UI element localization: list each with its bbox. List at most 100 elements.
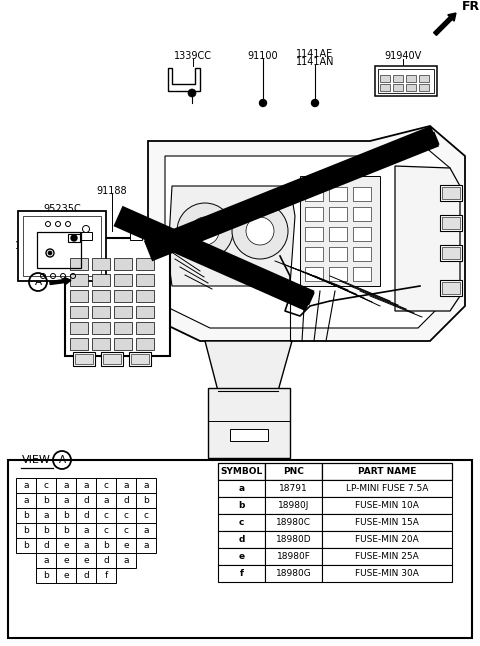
- Bar: [442, 187, 460, 199]
- Text: d: d: [123, 496, 129, 505]
- Bar: [56, 478, 76, 493]
- Circle shape: [48, 251, 52, 255]
- Bar: [136, 338, 154, 350]
- Bar: [230, 429, 268, 441]
- Bar: [265, 480, 322, 497]
- Bar: [114, 338, 132, 350]
- Bar: [440, 280, 462, 296]
- Text: SYMBOL: SYMBOL: [220, 467, 263, 476]
- Text: 18980G: 18980G: [276, 569, 312, 578]
- Bar: [131, 354, 149, 364]
- Bar: [70, 338, 88, 350]
- Text: f: f: [104, 571, 108, 580]
- Text: a: a: [123, 481, 129, 490]
- Bar: [136, 523, 156, 538]
- Text: b: b: [143, 496, 149, 505]
- Text: b: b: [103, 541, 109, 550]
- Text: b: b: [43, 571, 49, 580]
- Text: c: c: [239, 518, 244, 527]
- Text: FUSE-MIN 10A: FUSE-MIN 10A: [355, 501, 419, 510]
- Bar: [136, 538, 156, 553]
- Text: c: c: [104, 511, 108, 520]
- Bar: [92, 322, 110, 334]
- FancyArrow shape: [433, 13, 456, 36]
- Bar: [406, 75, 416, 82]
- Bar: [114, 322, 132, 334]
- Bar: [136, 306, 154, 318]
- Bar: [265, 463, 322, 480]
- Bar: [96, 568, 116, 583]
- Bar: [96, 553, 116, 568]
- Text: a: a: [143, 541, 149, 550]
- Polygon shape: [168, 68, 200, 91]
- Bar: [36, 568, 56, 583]
- Bar: [114, 258, 132, 270]
- Text: d: d: [83, 511, 89, 520]
- Bar: [76, 508, 96, 523]
- Bar: [96, 493, 116, 508]
- Bar: [440, 245, 462, 261]
- Bar: [103, 354, 121, 364]
- Circle shape: [151, 235, 157, 241]
- Text: a: a: [43, 511, 49, 520]
- Bar: [218, 480, 265, 497]
- Bar: [92, 290, 110, 302]
- Bar: [8, 460, 472, 638]
- Bar: [114, 306, 132, 318]
- Bar: [80, 232, 92, 240]
- Bar: [265, 514, 322, 531]
- Text: 18791: 18791: [279, 484, 308, 493]
- Bar: [322, 497, 452, 514]
- Text: c: c: [123, 526, 129, 535]
- Polygon shape: [148, 126, 465, 341]
- Bar: [16, 538, 36, 553]
- Bar: [116, 553, 136, 568]
- Text: e: e: [63, 541, 69, 550]
- Text: b: b: [23, 526, 29, 535]
- Bar: [92, 274, 110, 286]
- Text: e: e: [63, 571, 69, 580]
- Bar: [76, 538, 96, 553]
- Bar: [305, 207, 323, 221]
- Bar: [36, 493, 56, 508]
- Bar: [305, 267, 323, 281]
- Bar: [322, 565, 452, 582]
- Bar: [76, 553, 96, 568]
- Bar: [56, 523, 76, 538]
- Text: d: d: [83, 496, 89, 505]
- Circle shape: [191, 217, 219, 245]
- Text: 18980C: 18980C: [276, 518, 311, 527]
- Bar: [129, 352, 151, 366]
- Bar: [442, 247, 460, 259]
- Bar: [65, 238, 170, 356]
- Bar: [136, 258, 154, 270]
- FancyArrow shape: [50, 278, 71, 284]
- Bar: [96, 508, 116, 523]
- Text: FUSE-MIN 15A: FUSE-MIN 15A: [355, 518, 419, 527]
- Bar: [265, 565, 322, 582]
- Circle shape: [188, 89, 196, 97]
- Text: c: c: [104, 526, 108, 535]
- Text: a: a: [143, 481, 149, 490]
- Bar: [393, 75, 403, 82]
- Text: 18980F: 18980F: [276, 552, 311, 561]
- Text: a: a: [103, 496, 109, 505]
- Text: 1141AN: 1141AN: [296, 57, 334, 67]
- Bar: [440, 215, 462, 231]
- Bar: [353, 227, 371, 241]
- Bar: [380, 75, 390, 82]
- Text: a: a: [143, 526, 149, 535]
- Polygon shape: [165, 141, 450, 328]
- Bar: [36, 523, 56, 538]
- Bar: [329, 247, 347, 261]
- Bar: [136, 493, 156, 508]
- Bar: [393, 84, 403, 91]
- Bar: [329, 187, 347, 201]
- Text: a: a: [83, 526, 89, 535]
- Text: a: a: [239, 484, 245, 493]
- Bar: [36, 478, 56, 493]
- Text: FUSE-MIN 20A: FUSE-MIN 20A: [355, 535, 419, 544]
- Bar: [16, 523, 36, 538]
- Text: a: a: [23, 481, 29, 490]
- Bar: [76, 523, 96, 538]
